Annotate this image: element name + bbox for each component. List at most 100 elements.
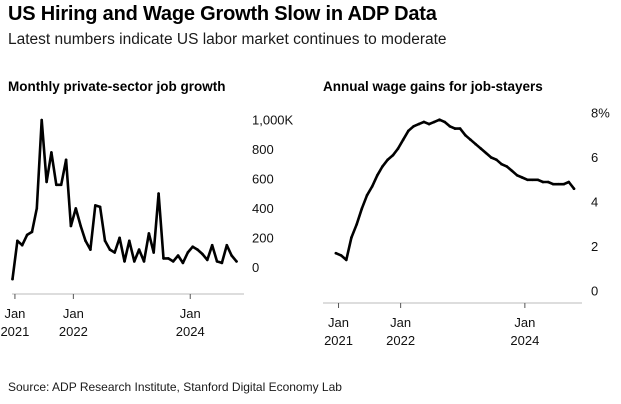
wages-data-point [365,194,369,197]
wages-data-point [433,120,436,124]
jobs-x-tick-label: Jan [4,306,25,321]
wages-data-point [495,158,498,161]
jobs-data-point [74,207,78,210]
wages-data-point [479,147,483,150]
wages-chart: Jan 2021 Jan 2022 Jan 2024 0 2 4 6 8% [323,106,610,348]
jobs-y-tick-label: 400 [252,201,274,216]
jobs-data-point [171,260,175,263]
wages-data-point [391,154,395,157]
jobs-y-tick-label: 1,000K [252,113,294,128]
wages-data-point [546,180,550,184]
wages-data-point [552,182,555,186]
wages-data-point [407,129,410,133]
jobs-data-point [235,260,238,263]
jobs-data-point [118,236,121,240]
jobs-data-point [215,260,219,263]
jobs-data-point [220,261,224,265]
chart-title: US Hiring and Wage Growth Slow in ADP Da… [8,3,437,25]
source-note: Source: ADP Research Institute, Stanford… [8,380,342,394]
jobs-data-point [123,260,126,263]
wages-data-point [515,174,519,177]
jobs-y-tick-label: 800 [252,142,274,157]
wages-data-point [541,180,545,184]
jobs-data-point [162,257,165,260]
jobs-data-point [16,239,19,243]
wages-data-point [370,185,374,188]
jobs-data-point [133,260,136,263]
wages-data-point [438,118,441,121]
jobs-data-point [69,224,73,228]
jobs-data-point [191,245,194,248]
wages-data-point [355,223,359,226]
jobs-data-point [142,260,146,263]
jobs-y-tick-label: 0 [252,260,259,275]
wages-x-tick-label: 2021 [324,333,353,348]
wages-data-point [474,142,478,146]
wages-data-point [401,138,405,141]
wages-data-point [557,182,560,186]
jobs-data-point [181,261,185,265]
jobs-data-point [152,251,155,254]
jobs-data-point [108,248,112,251]
jobs-data-point [30,230,34,234]
wages-data-point [412,125,415,128]
jobs-data-point [167,257,170,260]
jobs-data-point [210,243,214,247]
jobs-y-tick-label: 600 [252,171,274,186]
jobs-chart: Jan 2021 Jan 2022 Jan 2024 0 200 400 600 800 1,000K [0,113,294,340]
wages-x-tick-label: Jan [328,315,349,330]
wages-x-tick-label: 2022 [386,333,415,348]
wages-data-point [376,174,379,177]
jobs-data-point [59,183,63,187]
wages-data-point [345,258,348,262]
jobs-data-point [50,151,53,154]
wages-data-point [350,236,353,239]
jobs-data-point [11,277,14,281]
wages-data-point [453,127,457,130]
jobs-x-tick-label: 2022 [59,324,88,339]
wages-data-point [510,169,514,173]
jobs-data-point [45,180,48,184]
wages-y-tick-label: 8% [591,106,610,121]
wages-y-tick-label: 6 [591,150,598,165]
jobs-data-point [176,254,180,257]
jobs-x-tick-label: Jan [63,306,84,321]
jobs-data-point [89,248,92,251]
jobs-data-point [128,239,131,243]
wages-data-point [484,151,488,155]
wages-data-point [464,134,467,137]
wages-x-tick-label: 2024 [510,333,539,348]
jobs-data-point [25,233,29,237]
wages-data-point [536,178,540,182]
wages-data-point [469,138,472,141]
jobs-data-point [84,239,87,243]
wages-data-point [360,207,364,210]
jobs-data-point [40,118,43,122]
wages-data-point [381,165,384,168]
wages-data-point [489,156,493,159]
chart-subtitle: Latest numbers indicate US labor market … [8,31,447,48]
wages-data-point [443,120,446,124]
wages-data-point [448,125,452,128]
jobs-data-point [196,248,199,251]
wages-data-point [386,158,390,161]
jobs-data-point [225,243,229,247]
jobs-data-point [137,248,141,251]
jobs-x-tick-label: Jan [180,306,201,321]
wages-x-tick-label: Jan [514,315,535,330]
jobs-data-point [79,224,82,228]
wages-data-point [396,147,400,150]
jobs-data-point [55,183,58,187]
wages-data-point [531,178,534,182]
wages-data-point [334,251,338,255]
jobs-data-point [230,254,233,257]
jobs-data-point [94,204,97,207]
wages-data-point [505,165,509,168]
jobs-data-point [206,258,209,262]
jobs-x-tick-label: 2024 [176,324,205,339]
wages-series-line [334,118,576,262]
jobs-data-point [157,192,160,195]
jobs-x-tick-label: 2021 [0,324,29,339]
jobs-data-point [20,243,24,247]
wages-x-tick-label: Jan [390,315,411,330]
